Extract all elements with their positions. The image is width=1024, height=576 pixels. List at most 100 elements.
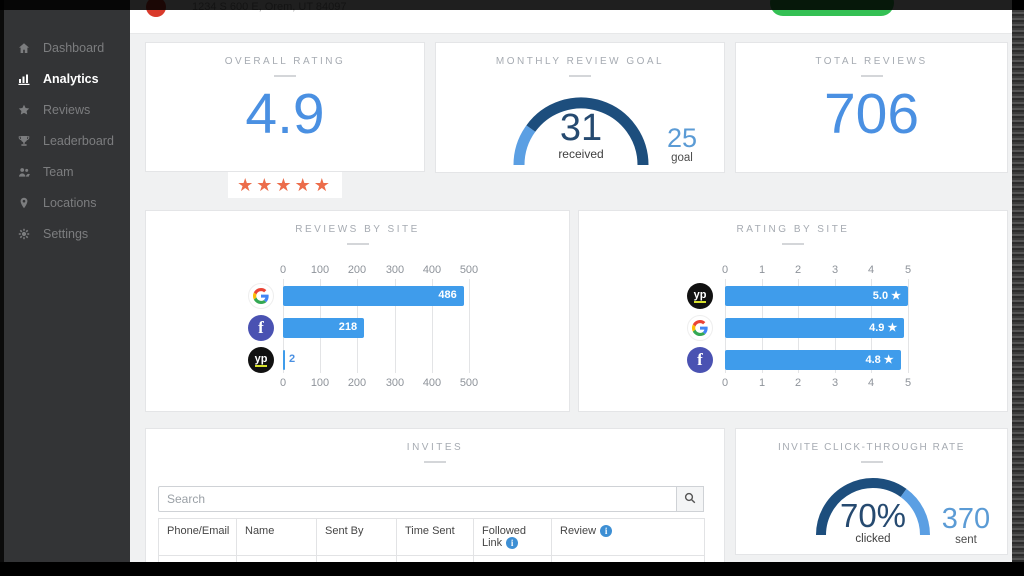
- yellowpages-icon: yp: [687, 283, 713, 309]
- review-goal-gauge: 31 received 25 goal: [436, 43, 724, 172]
- sidebar-item-analytics[interactable]: Analytics: [4, 63, 130, 94]
- x-tick: 2: [794, 377, 802, 389]
- sidebar-item-locations[interactable]: Locations: [4, 187, 130, 218]
- card-title: INVITE CLICK-THROUGH RATE: [777, 442, 966, 453]
- sidebar-item-label: Settings: [43, 226, 89, 241]
- x-tick: 100: [310, 377, 330, 389]
- x-tick: 1: [758, 377, 766, 389]
- star-icon: [18, 104, 32, 116]
- rating-by-site-card: RATING BY SITE 0 1 2 3 4 5 yp 5.0 ★: [578, 210, 1008, 412]
- total-reviews-value: 706: [823, 82, 920, 146]
- clicked-label: clicked: [855, 533, 891, 545]
- col-name: Name: [236, 518, 317, 556]
- x-tick: 1: [758, 264, 766, 276]
- x-tick: 5: [904, 377, 912, 389]
- col-followed-link: Followed Link i: [473, 518, 552, 556]
- reviews-by-site-card: REVIEWS BY SITE 0 100 200 300 400 500 48…: [145, 210, 570, 412]
- bottom-black-bar: [0, 562, 1024, 576]
- sidebar: Dashboard Analytics Reviews Leaderboard …: [0, 0, 130, 562]
- col-time-sent: Time Sent: [396, 518, 474, 556]
- search-button[interactable]: [677, 486, 704, 512]
- sidebar-item-label: Dashboard: [43, 40, 105, 55]
- right-scrollbar-strip: [1012, 10, 1024, 562]
- col-sent-by: Sent By: [316, 518, 397, 556]
- goal-block: 25 goal: [652, 125, 712, 165]
- bar-yp-rating: 5.0 ★: [725, 286, 908, 306]
- x-tick: 100: [310, 264, 330, 276]
- x-tick: 0: [279, 264, 287, 276]
- divider: [424, 461, 446, 463]
- goal-label: goal: [671, 152, 693, 164]
- x-tick: 400: [422, 377, 442, 389]
- divider: [346, 243, 369, 245]
- invites-card: INVITES Phone/Email Name Sent By: [145, 428, 725, 576]
- sidebar-item-leaderboard[interactable]: Leaderboard: [4, 125, 130, 156]
- bar-google-reviews: 486: [283, 286, 464, 306]
- bar-value: 486: [438, 289, 457, 301]
- x-tick: 3: [831, 377, 839, 389]
- top-black-bar: [0, 0, 1024, 10]
- sidebar-item-label: Leaderboard: [43, 133, 114, 148]
- divider: [569, 75, 591, 77]
- x-tick: 5: [904, 264, 912, 276]
- x-tick: 0: [279, 377, 287, 389]
- gridline: [395, 279, 396, 373]
- home-icon: [18, 42, 32, 54]
- divider: [782, 243, 804, 245]
- x-tick: 200: [347, 377, 367, 389]
- bar-facebook-rating: 4.8 ★: [725, 350, 901, 370]
- x-tick: 500: [459, 377, 479, 389]
- sidebar-item-dashboard[interactable]: Dashboard: [4, 32, 130, 63]
- search-input[interactable]: [158, 486, 677, 512]
- divider: [274, 75, 296, 77]
- x-tick: 200: [347, 264, 367, 276]
- x-tick: 3: [831, 264, 839, 276]
- team-icon: [18, 166, 32, 178]
- sidebar-item-reviews[interactable]: Reviews: [4, 94, 130, 125]
- col-review: Review i: [551, 518, 705, 556]
- card-title: MONTHLY REVIEW GOAL: [495, 56, 665, 67]
- sidebar-item-settings[interactable]: Settings: [4, 218, 130, 249]
- divider: [860, 75, 883, 77]
- bar-chart-icon: [18, 73, 32, 85]
- clicked-value: 70%: [839, 497, 907, 534]
- chart-title: REVIEWS BY SITE: [295, 224, 420, 235]
- bar-value: 218: [338, 321, 358, 333]
- info-icon[interactable]: i: [600, 525, 613, 537]
- x-tick: 4: [867, 264, 875, 276]
- google-icon: [248, 283, 274, 309]
- sidebar-item-label: Analytics: [43, 71, 99, 86]
- gridline: [908, 279, 909, 373]
- divider: [860, 461, 883, 463]
- gauge-arc: [513, 97, 649, 166]
- gear-icon: [18, 228, 32, 240]
- sidebar-item-label: Reviews: [43, 102, 91, 117]
- bar-value: 4.9 ★: [869, 322, 898, 334]
- overall-rating-card: OVERALL RATING 4.9: [145, 42, 425, 172]
- col-phone-email: Phone/Email: [158, 518, 237, 556]
- yellowpages-icon: yp: [248, 347, 274, 373]
- chart-title: RATING BY SITE: [736, 224, 850, 235]
- card-title: OVERALL RATING: [224, 56, 346, 67]
- click-through-gauge: 70% clicked 370 sent: [736, 429, 1007, 554]
- received-block: 31 received: [506, 109, 656, 161]
- invites-search: [158, 486, 704, 512]
- sidebar-item-team[interactable]: Team: [4, 156, 130, 187]
- bar-value: 2: [289, 353, 296, 365]
- total-reviews-card: TOTAL REVIEWS 706: [735, 42, 1008, 173]
- sidebar-item-label: Team: [43, 164, 74, 179]
- bar-google-rating: 4.9 ★: [725, 318, 905, 338]
- sent-block: 370 sent: [936, 505, 996, 547]
- gridline: [469, 279, 470, 373]
- invite-click-through-card: INVITE CLICK-THROUGH RATE 70% clicked 37…: [735, 428, 1008, 555]
- x-tick: 4: [867, 377, 875, 389]
- card-title: TOTAL REVIEWS: [815, 56, 928, 67]
- bar-yp-reviews: 2: [283, 350, 295, 370]
- info-icon[interactable]: i: [506, 537, 519, 549]
- google-icon: [687, 315, 713, 341]
- x-tick: 0: [721, 264, 729, 276]
- received-value: 31: [559, 107, 603, 149]
- bar-value: 5.0 ★: [872, 290, 901, 302]
